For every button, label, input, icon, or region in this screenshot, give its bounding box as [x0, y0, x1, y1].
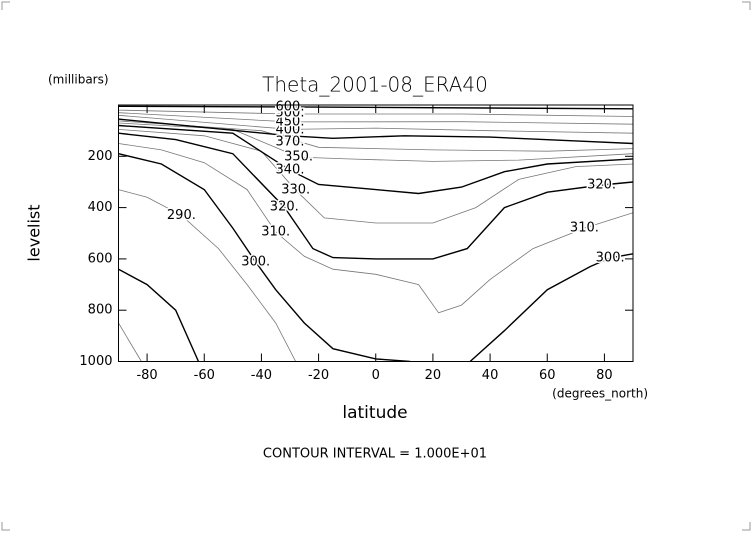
contour-label: 290. — [167, 208, 196, 223]
contour-line — [118, 189, 297, 362]
footer-note: CONTOUR INTERVAL = 1.000E+01 — [263, 447, 487, 462]
chart-title: Theta_2001-08_ERA40 — [262, 73, 488, 97]
contour-label: 330. — [281, 183, 310, 198]
contour-label: 300. — [596, 250, 625, 265]
contour-line — [118, 118, 633, 145]
x-axis-label: latitude — [342, 403, 407, 423]
y-tick-label: 1000 — [79, 354, 112, 369]
x-tick-label: -20 — [308, 368, 329, 383]
x-tick-label: -40 — [251, 368, 272, 383]
y-axis-label: levelist — [25, 204, 44, 261]
x-unit: (degrees_north) — [552, 387, 648, 401]
contour-line — [118, 114, 633, 134]
contour-label: 310. — [261, 224, 290, 239]
contour-line — [118, 143, 633, 314]
contour-label: 340. — [276, 163, 305, 178]
contour-line — [118, 132, 633, 260]
contour-label: 370. — [276, 135, 305, 150]
contour-label: 300. — [241, 254, 270, 269]
contour-line — [118, 322, 142, 362]
contour-label: 600. — [276, 100, 305, 115]
x-tick-label: 0 — [372, 368, 380, 383]
contour-line — [118, 120, 633, 152]
axes: -80 -60 -40 -20 0 20 40 60 80 200 400 600 800 1000 — [79, 105, 633, 383]
y-unit: (millibars) — [48, 73, 109, 87]
x-tick-label: 60 — [539, 368, 556, 383]
contour-layer — [118, 105, 633, 362]
contour-line — [118, 153, 633, 362]
contour-line — [118, 112, 633, 125]
y-tick-label: 600 — [88, 251, 113, 266]
contour-label: 310. — [570, 221, 599, 236]
contour-line — [118, 124, 633, 195]
y-tick-label: 400 — [88, 200, 113, 215]
contour-line — [118, 129, 633, 224]
contour-line — [118, 122, 633, 162]
x-tick-label: -60 — [194, 368, 215, 383]
plot-frame — [118, 104, 634, 362]
contour-label: 500. — [276, 105, 305, 120]
contour-label: 350. — [284, 150, 313, 165]
x-tick-label: 40 — [482, 368, 499, 383]
contour-line — [118, 268, 200, 362]
x-tick-label: 20 — [425, 368, 442, 383]
label-layer: 290. 300. 300. 310. 310. 320. 320. 330. 340.350.… — [165, 98, 626, 271]
x-tick-label: 80 — [596, 368, 613, 383]
x-tick-label: -80 — [136, 368, 157, 383]
contour-label: 320. — [270, 200, 299, 215]
contour-label: 400. — [276, 123, 305, 138]
contour-label: 450. — [276, 114, 305, 129]
y-tick-label: 800 — [88, 303, 113, 318]
contour-label: 320. — [587, 178, 616, 193]
y-tick-label: 200 — [88, 149, 113, 164]
